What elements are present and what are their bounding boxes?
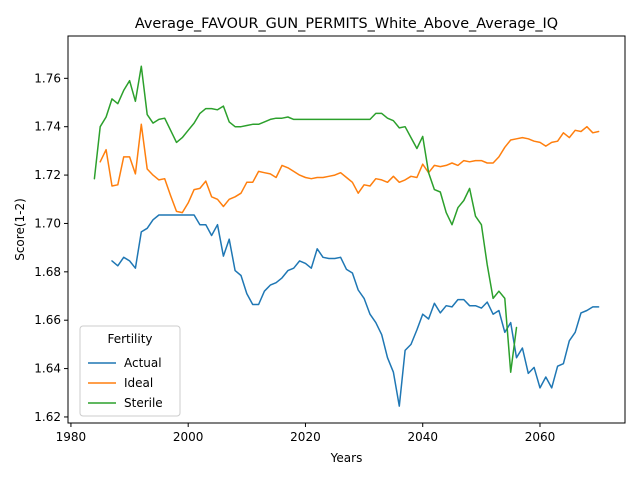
x-tick-label: 2060: [525, 430, 556, 444]
x-tick-label: 2000: [173, 430, 204, 444]
series-line-sterile: [93, 65, 518, 373]
x-tick-label: 2020: [290, 430, 321, 444]
series-line-actual: [111, 214, 600, 407]
series-layer: [93, 65, 600, 407]
y-axis: 1.62 1.64 1.66 1.68 1.70 1.72 1.74 1.76: [34, 71, 68, 424]
legend-label-sterile: Sterile: [124, 396, 163, 410]
chart-title: Average_FAVOUR_GUN_PERMITS_White_Above_A…: [135, 16, 558, 32]
legend-title: Fertility: [107, 332, 152, 346]
legend: Fertility Actual Ideal Sterile: [79, 325, 181, 417]
series-line-ideal: [99, 123, 600, 214]
y-tick-label: 1.62: [34, 410, 61, 424]
x-tick-label: 2040: [407, 430, 438, 444]
legend-label-actual: Actual: [124, 356, 162, 370]
y-tick-label: 1.66: [34, 313, 61, 327]
legend-box: [79, 325, 181, 417]
y-tick-label: 1.70: [34, 216, 61, 230]
plot-frame: [67, 35, 626, 424]
y-tick-label: 1.68: [34, 265, 61, 279]
y-axis-label: Score(1-2): [13, 198, 27, 261]
legend-label-ideal: Ideal: [124, 376, 153, 390]
x-axis-label: Years: [330, 451, 363, 465]
x-axis: 1980 2000 2020 2040 2060: [56, 423, 556, 444]
y-tick-label: 1.76: [34, 71, 61, 85]
y-tick-label: 1.74: [34, 120, 61, 134]
y-tick-label: 1.72: [34, 168, 61, 182]
x-tick-label: 1980: [56, 430, 87, 444]
y-tick-label: 1.64: [34, 362, 61, 376]
